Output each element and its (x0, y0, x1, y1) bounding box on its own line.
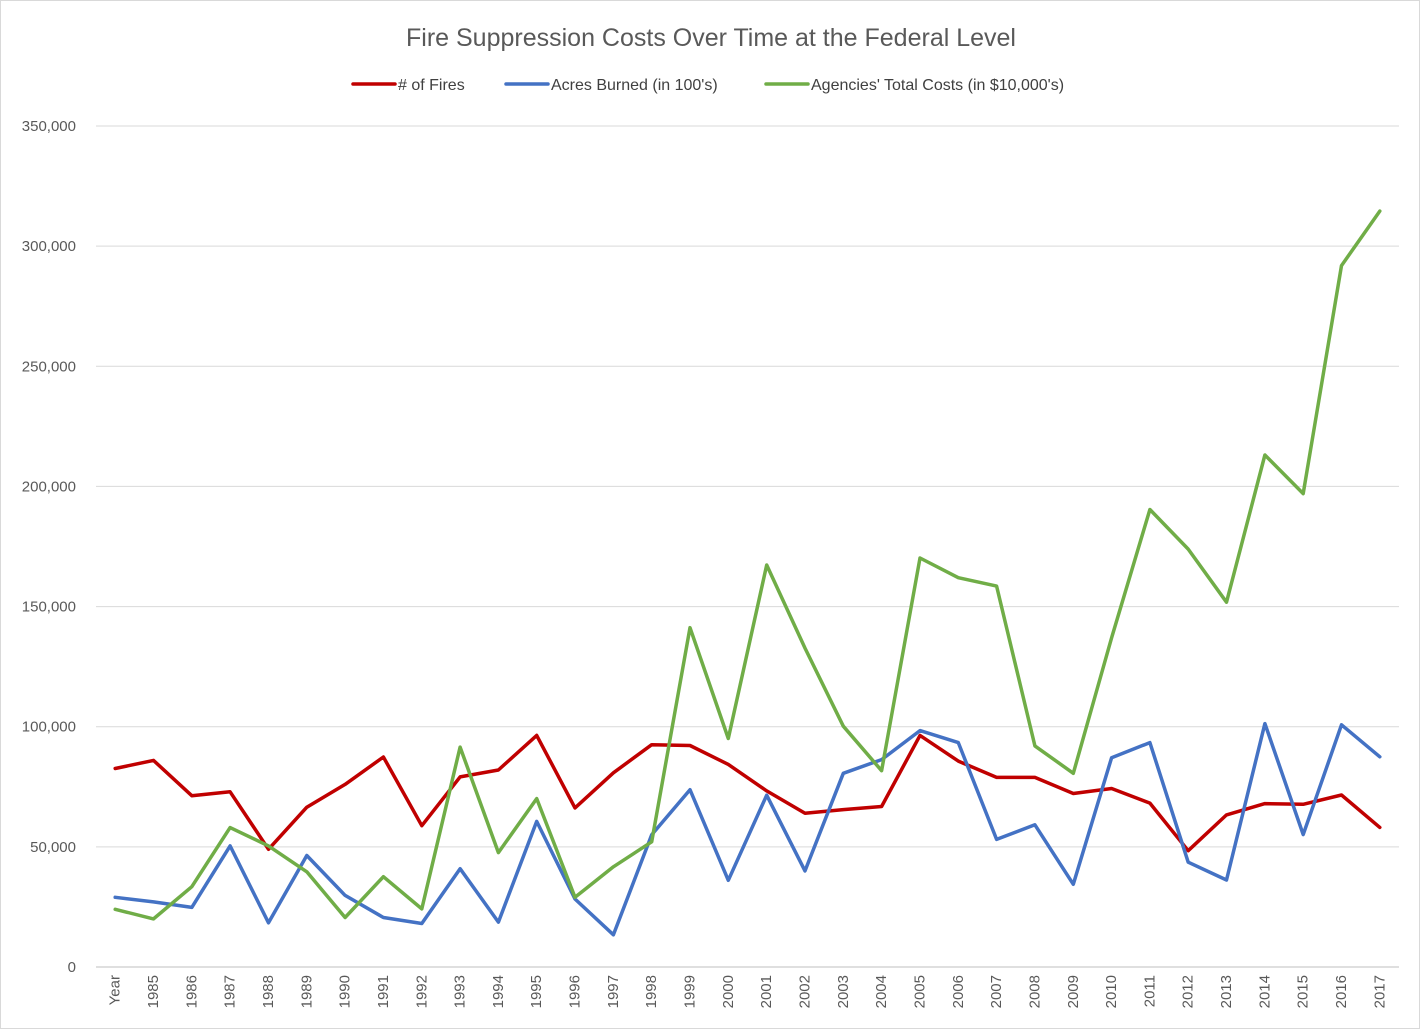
series-lines (113, 209, 1382, 937)
x-tick-label: 2012 (1180, 975, 1197, 1008)
x-tick-label: 2001 (758, 975, 775, 1008)
x-tick-label: Year (107, 975, 124, 1005)
x-tick-label: 1993 (452, 975, 469, 1008)
x-tick-label: 1997 (605, 975, 622, 1008)
x-tick-label: 2007 (988, 975, 1005, 1008)
x-tick-label: 1998 (643, 975, 660, 1008)
y-tick-label: 300,000 (22, 238, 76, 255)
y-tick-label: 200,000 (22, 478, 76, 495)
y-tick-label: 0 (68, 959, 76, 976)
x-tick-label: 2015 (1295, 975, 1312, 1008)
x-tick-label: 2009 (1065, 975, 1082, 1008)
x-tick-label: 1985 (145, 975, 162, 1008)
x-tick-label: 1989 (298, 975, 315, 1008)
x-tick-label: 2008 (1026, 975, 1043, 1008)
x-tick-label: 1999 (682, 975, 699, 1008)
x-tick-label: 1995 (528, 975, 545, 1008)
x-tick-label: 2005 (911, 975, 928, 1008)
x-tick-label: 1988 (260, 975, 277, 1008)
legend-label-2: Acres Burned (in 100's) (551, 77, 718, 94)
x-tick-label: 2004 (873, 975, 890, 1008)
series-line-3 (113, 209, 1382, 921)
x-tick-label: 2017 (1371, 975, 1388, 1008)
y-tick-label: 150,000 (22, 599, 76, 616)
x-tick-label: 1996 (567, 975, 584, 1008)
x-tick-label: 2000 (720, 975, 737, 1008)
series-line-2 (113, 721, 1382, 937)
x-tick-label: 2002 (796, 975, 813, 1008)
x-tick-label: 2006 (950, 975, 967, 1008)
series-line-1 (113, 733, 1382, 853)
y-axis: 0 50,000 100,000 150,000 200,000 250,000 300,0… (22, 118, 76, 976)
x-tick-label: 2011 (1141, 975, 1158, 1007)
x-tick-label: 2010 (1103, 975, 1120, 1008)
x-tick-label: 1992 (413, 975, 430, 1008)
y-tick-label: 350,000 (22, 118, 76, 135)
x-tick-label: 2016 (1333, 975, 1350, 1008)
gridlines (96, 125, 1399, 968)
chart-title: Fire Suppression Costs Over Time at the … (406, 24, 1016, 52)
x-tick-label: 1991 (375, 975, 392, 1008)
y-tick-label: 100,000 (22, 719, 76, 736)
x-tick-label: 2014 (1256, 975, 1273, 1008)
x-tick-label: 1987 (222, 975, 239, 1008)
y-tick-label: 50,000 (30, 839, 76, 856)
x-tick-label: 1994 (490, 975, 507, 1008)
x-axis: Year 1985 1986 1987 1988 1989 1990 1991 1992 1993… (107, 975, 1389, 1008)
legend: # of Fires Acres Burned (in 100's) Agencie… (351, 77, 1064, 94)
x-tick-label: 2003 (835, 975, 852, 1008)
x-tick-label: 1990 (337, 975, 354, 1008)
legend-label-1: # of Fires (398, 77, 465, 94)
x-tick-label: 2013 (1218, 975, 1235, 1008)
y-tick-label: 250,000 (22, 358, 76, 375)
legend-label-3: Agencies' Total Costs (in $10,000's) (811, 77, 1064, 94)
x-tick-label: 1986 (183, 975, 200, 1008)
